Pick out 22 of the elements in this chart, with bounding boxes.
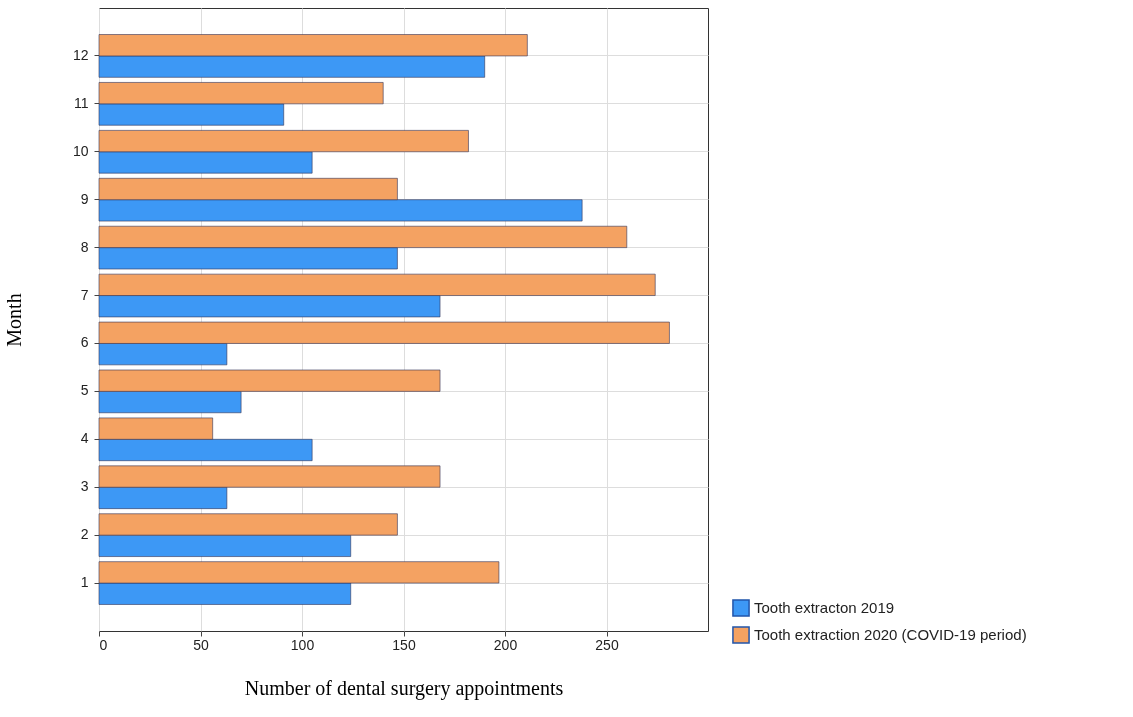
y-tick-label: 7 [80, 286, 89, 303]
y-axis-title: Month [2, 293, 25, 347]
y-tick-label: 6 [80, 334, 89, 351]
y-tick-label: 1 [80, 574, 89, 591]
legend-label: Tooth extracton 2019 [754, 599, 895, 616]
y-tick-label: 8 [80, 238, 89, 255]
x-tick-label: 150 [392, 636, 416, 653]
y-tick-label: 2 [80, 526, 89, 543]
y-tick-label: 3 [80, 478, 89, 495]
y-tick-label: 10 [72, 142, 89, 159]
y-tick-label: 4 [80, 430, 89, 447]
y-tick-label: 9 [80, 190, 89, 207]
legend-label: Tooth extraction 2020 (COVID-19 period) [754, 626, 1027, 643]
x-tick-label: 250 [595, 636, 619, 653]
y-tick-label: 11 [73, 94, 89, 111]
y-tick-label: 12 [72, 46, 89, 63]
x-tick-label: 0 [99, 636, 108, 653]
y-tick-label: 5 [80, 382, 89, 399]
x-tick-label: 200 [493, 636, 518, 653]
x-tick-label: 100 [290, 636, 315, 653]
x-tick-label: 50 [193, 636, 209, 653]
x-axis-title: Number of dental surgery appointments [244, 676, 564, 700]
